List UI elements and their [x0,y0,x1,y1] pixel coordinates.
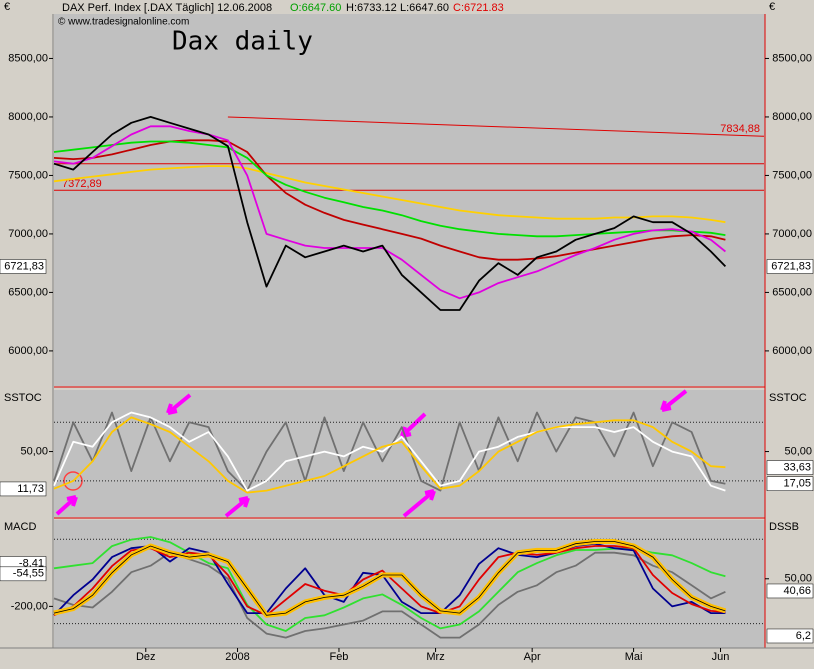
y-tick-label: 50,00 [784,573,812,585]
value-badge [766,259,814,274]
series-line [53,542,726,616]
value-badge-label: -54,55 [13,568,44,580]
y-tick-label: 6000,00 [772,345,812,357]
series-line [53,116,727,311]
series-line [53,165,726,224]
x-tick-label: Apr [524,651,541,663]
x-tick-label: 2008 [225,651,249,663]
series-line [53,416,726,494]
y-tick-label: 8000,00 [772,111,812,123]
y-tick-label: 7500,00 [772,169,812,181]
value-badge [766,476,814,491]
y-tick-label: 7000,00 [8,228,48,240]
y-tick-label: 6000,00 [8,345,48,357]
series-line [53,545,726,617]
y-tick-label: 8500,00 [8,52,48,64]
currency-label: € [4,1,10,13]
header-high: H:6733.12 [346,2,397,14]
value-badge-label: 33,63 [783,461,811,473]
x-tick-label: Feb [329,651,348,663]
value-badge-label: 6721,83 [771,260,811,272]
value-badge-label: 6721,83 [4,260,44,272]
series-line [53,140,726,238]
trend-label: 7834,88 [720,123,760,135]
x-tick-label: Mrz [426,651,444,663]
y-tick-label: -200,00 [11,600,48,612]
chart-title: Dax daily [172,27,313,57]
value-badge-label: -8.41 [19,557,44,569]
series-line [53,125,726,300]
y-tick-label: 8500,00 [772,52,812,64]
value-badge [766,460,814,475]
header-close: C:6721.83 [453,2,504,14]
x-tick-label: Mai [625,651,643,663]
y-tick-label: 50,00 [784,445,812,457]
y-tick-label: 6500,00 [8,286,48,298]
annotation-arrows [55,389,688,518]
y-tick-label: 50,00 [20,445,48,457]
value-badge [0,481,47,497]
value-badge [766,583,814,599]
panel-title: SSTOC [4,392,42,404]
value-badge [766,628,814,644]
header-symbol: DAX Perf. Index [.DAX Täglich] 12.06.200… [62,2,272,14]
y-tick-label: 6500,00 [772,286,812,298]
x-tick-label: Jun [712,651,730,663]
header-low: L:6647.60 [400,2,449,14]
panel-title: DSSB [769,521,799,533]
website: © www.tradesignalonline.com [58,17,189,28]
price-panel [54,14,765,386]
panel-title: SSTOC [769,392,807,404]
value-badge-label: 17,05 [783,478,811,490]
y-tick-label: 7000,00 [772,228,812,240]
currency-label: € [769,1,775,13]
header-open: O:6647.60 [290,2,341,14]
series-outline [53,541,726,616]
trend-line [227,116,765,137]
value-badge-label: 11,73 [17,483,44,495]
x-tick-label: Dez [136,651,156,663]
value-badge-label: 40,66 [783,585,811,597]
panel-title: MACD [4,521,36,533]
value-badge-label: 6,2 [796,630,811,642]
y-tick-label: 7500,00 [8,169,48,181]
y-tick-label: 8000,00 [8,111,48,123]
value-badge [0,566,47,582]
level-label: 7372,89 [62,178,102,190]
value-badge [0,259,47,274]
